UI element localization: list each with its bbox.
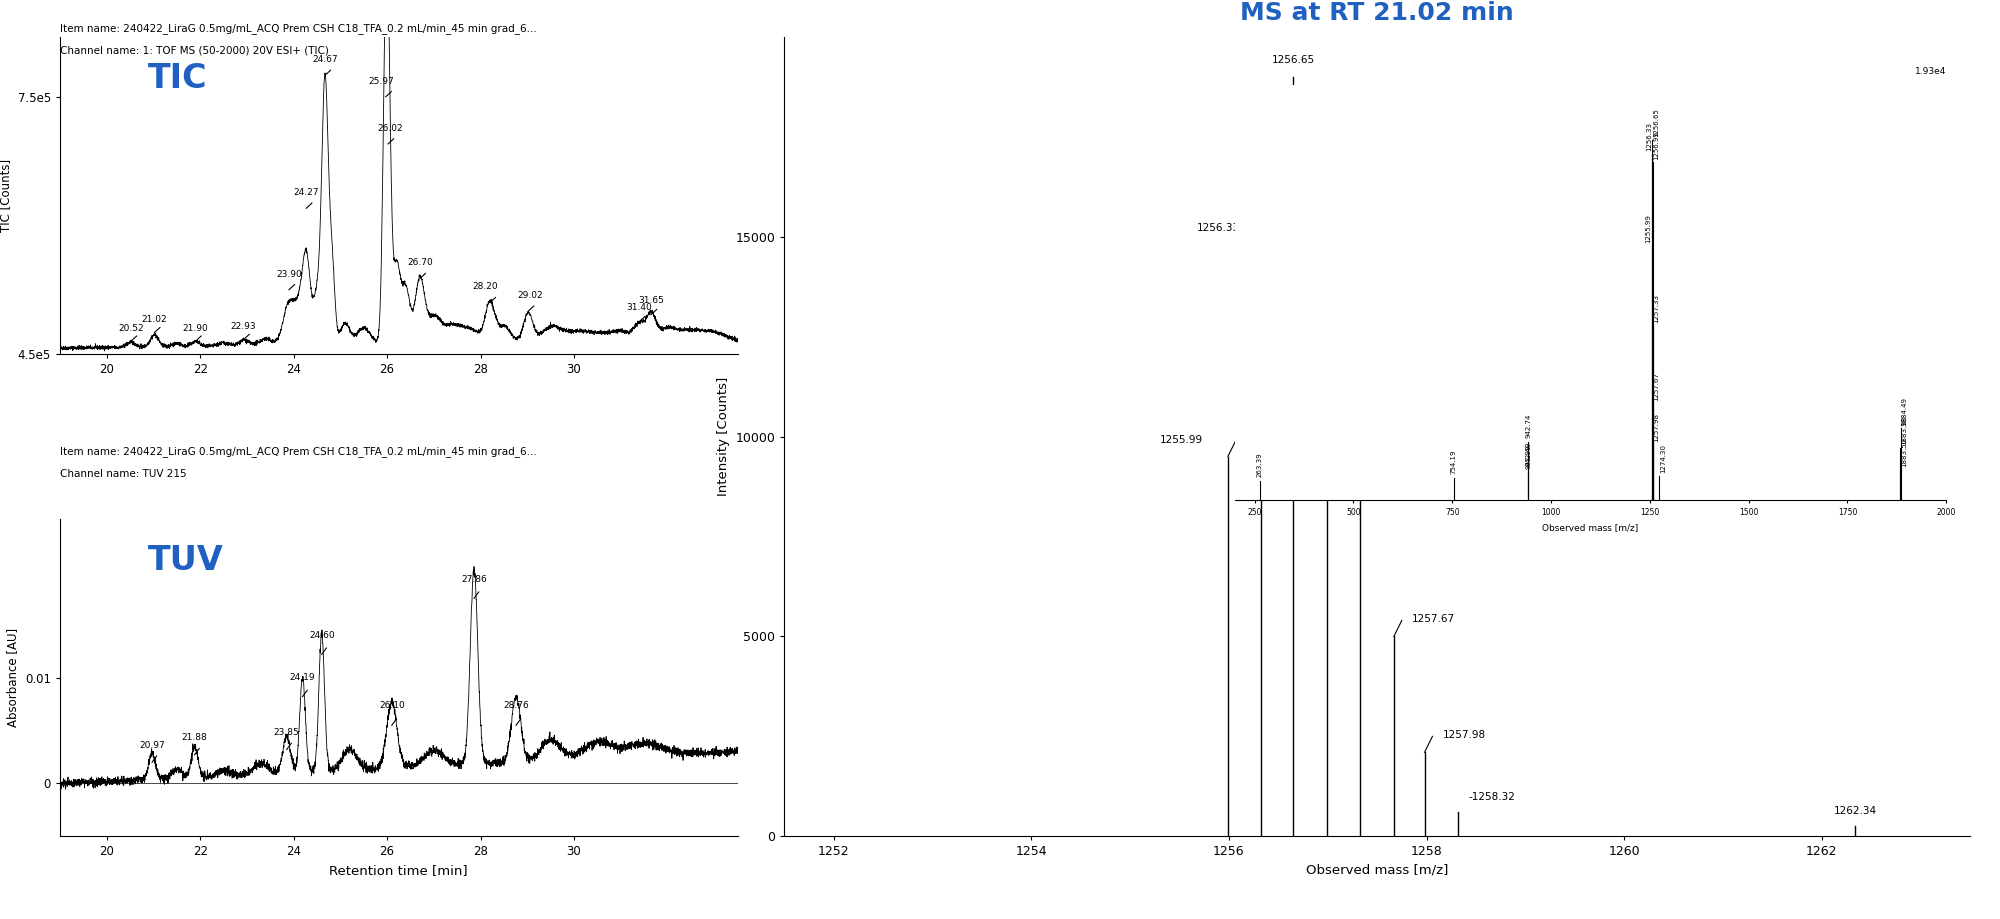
Text: 23.90: 23.90 (276, 269, 302, 278)
Text: 21.02: 21.02 (142, 315, 168, 324)
Text: 26.10: 26.10 (378, 701, 404, 710)
Text: 29.02: 29.02 (518, 291, 544, 300)
Text: 25.97: 25.97 (368, 76, 394, 85)
Text: 31.40: 31.40 (626, 303, 652, 312)
Text: 26.70: 26.70 (406, 258, 432, 267)
Text: Channel name: TUV 215: Channel name: TUV 215 (60, 469, 186, 479)
Text: 20.52: 20.52 (118, 323, 144, 333)
Y-axis label: Absorbance [AU]: Absorbance [AU] (6, 628, 20, 727)
Text: 1256.33: 1256.33 (1196, 222, 1240, 233)
Text: 1257.98: 1257.98 (1442, 731, 1486, 741)
Text: 24.19: 24.19 (290, 673, 316, 682)
Text: -1258.32: -1258.32 (1468, 792, 1514, 802)
Y-axis label: TIC [Counts]: TIC [Counts] (0, 159, 12, 232)
Text: 24.67: 24.67 (312, 55, 338, 64)
Text: 1257.33: 1257.33 (1380, 406, 1424, 416)
Text: 1262.34: 1262.34 (1834, 806, 1876, 816)
Text: 22.93: 22.93 (230, 322, 256, 331)
Text: 26.02: 26.02 (378, 124, 404, 133)
Text: 24.27: 24.27 (294, 188, 320, 197)
Text: 1255.99: 1255.99 (1160, 435, 1204, 445)
Text: 20.97: 20.97 (140, 741, 164, 750)
Text: 23.85: 23.85 (274, 728, 300, 737)
Text: 21.90: 21.90 (182, 323, 208, 333)
Text: 28.20: 28.20 (472, 282, 498, 291)
Text: TUV: TUV (148, 544, 224, 577)
Text: Item name: 240422_LiraG 0.5mg/mL_ACQ Prem CSH C18_TFA_0.2 mL/min_45 min grad_6..: Item name: 240422_LiraG 0.5mg/mL_ACQ Pre… (60, 446, 536, 457)
Title: MS at RT 21.02 min: MS at RT 21.02 min (1240, 1, 1514, 25)
Text: 28.76: 28.76 (504, 701, 528, 710)
Text: 27.86: 27.86 (462, 574, 486, 584)
Text: 24.60: 24.60 (308, 630, 334, 640)
Y-axis label: Intensity [Counts]: Intensity [Counts] (716, 377, 730, 496)
Text: 1256.65: 1256.65 (1272, 55, 1314, 64)
Text: 1257.67: 1257.67 (1412, 615, 1454, 624)
Text: 1256.99: 1256.99 (1348, 154, 1392, 165)
Text: Channel name: 1: TOF MS (50-2000) 20V ESI+ (TIC): Channel name: 1: TOF MS (50-2000) 20V ES… (60, 46, 328, 56)
Text: Item name: 240422_LiraG 0.5mg/mL_ACQ Prem CSH C18_TFA_0.2 mL/min_45 min grad_6..: Item name: 240422_LiraG 0.5mg/mL_ACQ Pre… (60, 23, 536, 34)
X-axis label: Retention time [min]: Retention time [min] (330, 864, 468, 877)
Text: 31.65: 31.65 (638, 296, 664, 305)
Text: TIC: TIC (148, 62, 208, 96)
X-axis label: Observed mass [m/z]: Observed mass [m/z] (1306, 864, 1448, 877)
Text: 21.88: 21.88 (182, 733, 208, 743)
